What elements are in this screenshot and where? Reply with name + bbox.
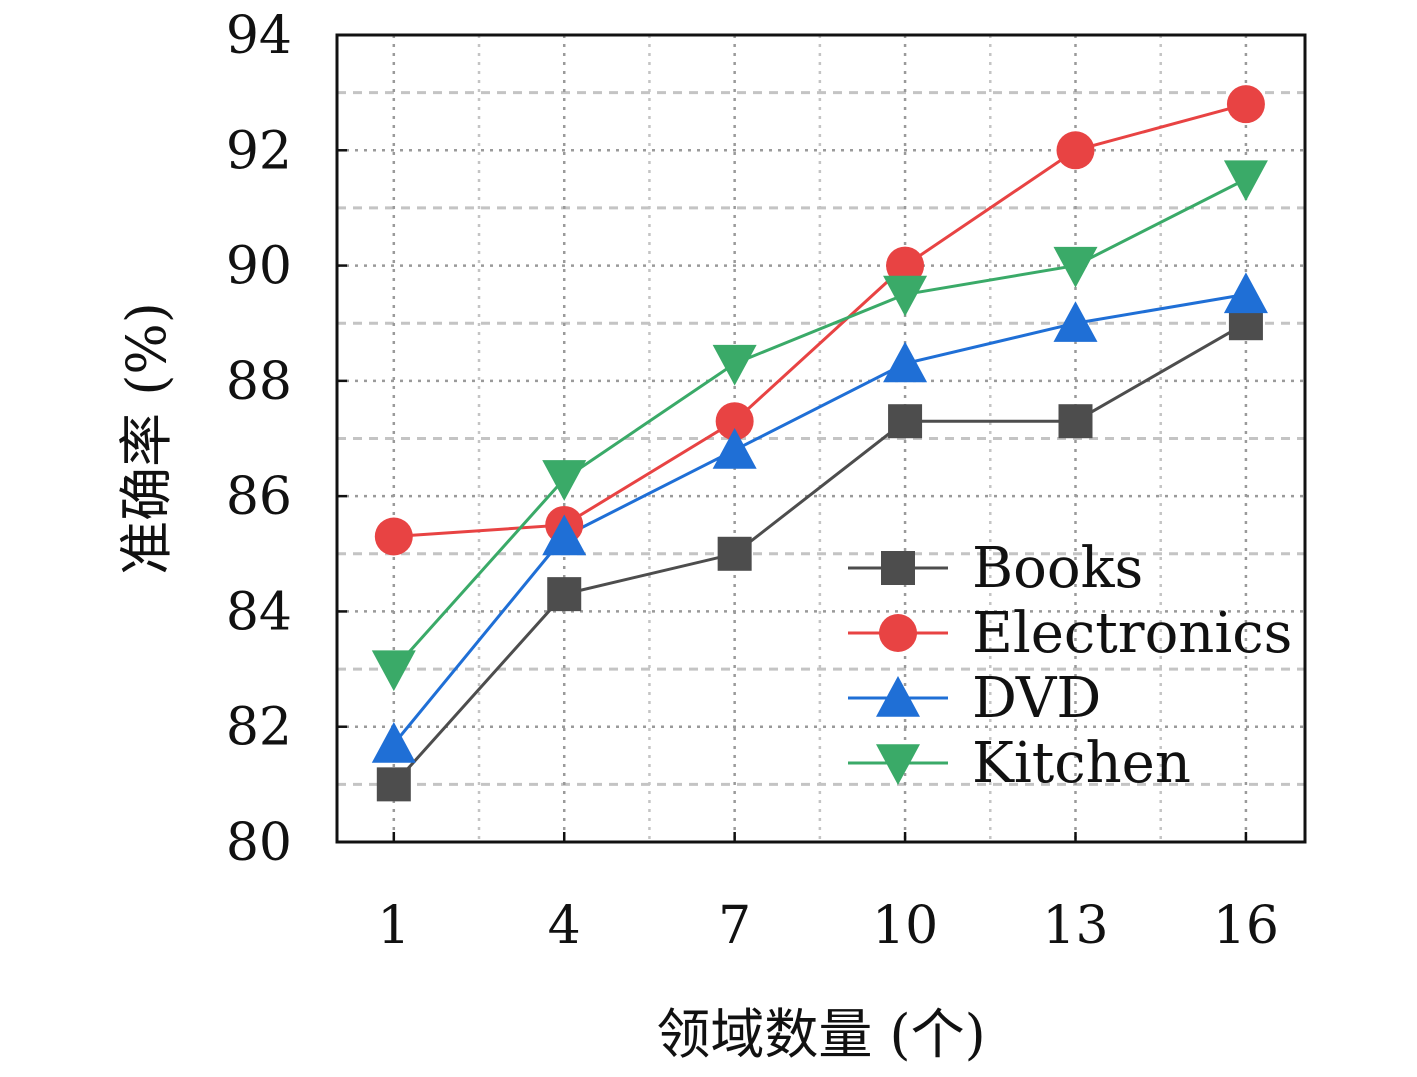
marker-square	[717, 536, 752, 571]
x-axis-ticks: 1 4 7 10 13 16	[377, 832, 1279, 956]
grid	[337, 35, 1305, 842]
series-line	[392, 292, 1247, 745]
series-line	[392, 177, 1247, 671]
legend-label: Books	[972, 536, 1143, 601]
marker-triangle-up	[1223, 272, 1268, 314]
y-tick-label: 94	[226, 6, 292, 66]
marker-triangle-up	[883, 341, 928, 383]
marker-triangle-up	[712, 428, 757, 469]
marker-triangle-down	[542, 460, 587, 501]
legend-item: Books	[848, 536, 1143, 601]
marker-square	[376, 767, 411, 802]
x-axis-label: 领域数量 (个)	[656, 1003, 985, 1066]
y-tick-label: 80	[226, 813, 292, 873]
marker-circle	[886, 246, 925, 285]
y-axis-ticks: 80 82 84 86 88 90 92 94	[226, 6, 347, 873]
series-line	[392, 321, 1247, 786]
legend-item: DVD	[848, 666, 1101, 731]
marker-square	[547, 577, 582, 612]
marker-triangle-up	[371, 722, 416, 763]
marker-triangle-down	[371, 650, 416, 692]
marker-square	[888, 404, 923, 439]
marker-square	[1058, 404, 1093, 439]
marker-square	[881, 551, 915, 585]
x-tick-label: 16	[1213, 896, 1279, 956]
x-tick-label: 13	[1042, 896, 1108, 956]
x-tick-label: 4	[548, 896, 581, 956]
y-tick-label: 88	[226, 352, 292, 412]
x-tick-label: 10	[872, 896, 938, 956]
y-tick-label: 92	[226, 121, 292, 181]
marker-circle	[374, 517, 413, 556]
marker-circle	[879, 614, 917, 652]
y-tick-label: 82	[226, 698, 292, 758]
legend-label: DVD	[972, 666, 1101, 731]
marker-triangle-down	[1053, 246, 1098, 288]
y-axis-label: 准确率 (%)	[115, 302, 178, 575]
marker-circle	[1056, 131, 1095, 170]
marker-triangle-down	[876, 744, 920, 785]
series-lines	[392, 102, 1247, 786]
plot-frame	[335, 33, 1307, 844]
marker-triangle-down	[1223, 160, 1268, 202]
x-tick-label: 1	[377, 896, 410, 956]
marker-triangle-down	[712, 344, 757, 386]
x-tick-label: 7	[718, 896, 751, 956]
legend-label: Kitchen	[972, 731, 1191, 796]
y-tick-label: 86	[226, 467, 292, 527]
marker-triangle-up	[542, 514, 587, 556]
y-tick-label: 84	[226, 582, 292, 642]
y-tick-label: 90	[226, 237, 292, 297]
marker-circle	[715, 402, 754, 441]
marker-triangle-up	[876, 676, 920, 717]
marker-circle	[1226, 85, 1265, 124]
marker-triangle-up	[1053, 301, 1098, 342]
series-markers	[371, 85, 1268, 802]
legend-item: Electronics	[848, 601, 1292, 666]
series-line	[393, 102, 1247, 538]
legend-item: Kitchen	[848, 731, 1191, 796]
legend-label: Electronics	[972, 601, 1292, 666]
marker-triangle-down	[883, 275, 928, 317]
